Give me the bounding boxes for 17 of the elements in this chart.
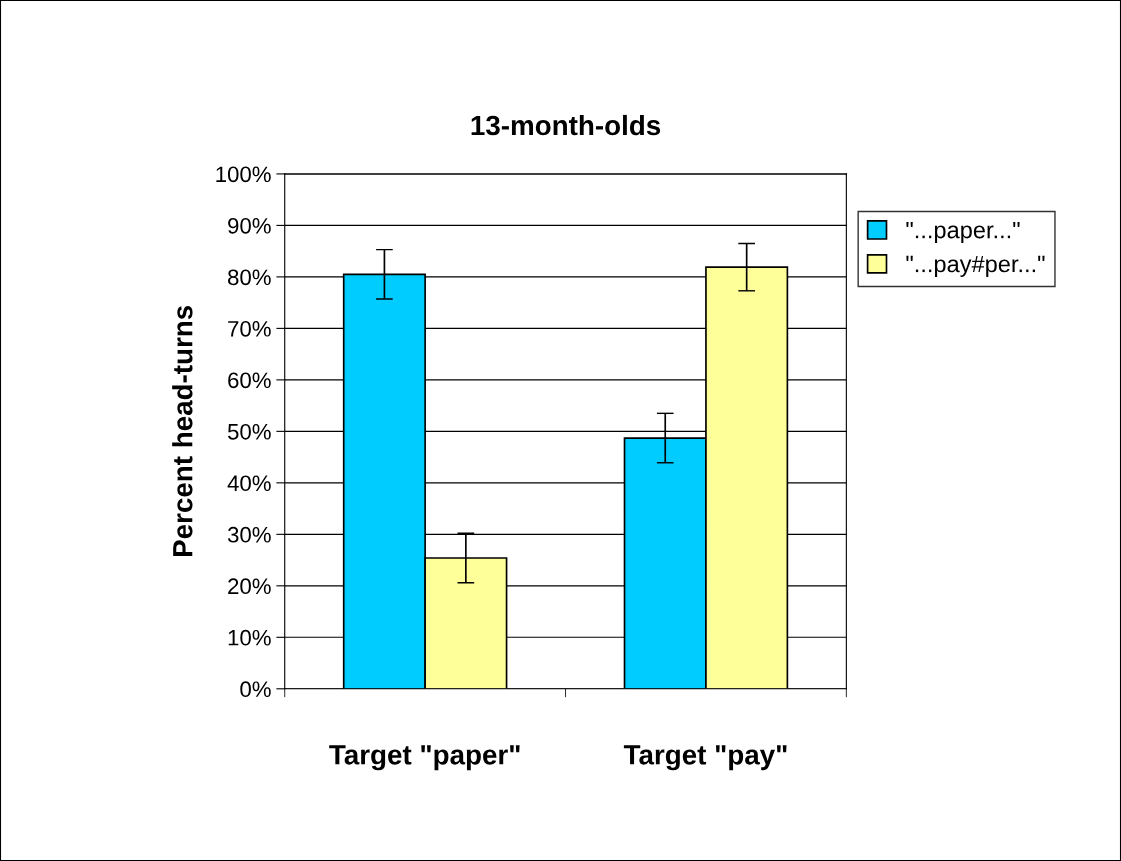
- y-tick-label: 20%: [228, 578, 271, 595]
- y-tick-label: 100%: [216, 166, 271, 183]
- y-tick-label: 40%: [227, 475, 271, 492]
- legend-label: "...paper...": [906, 221, 1020, 244]
- y-tick-label: 90%: [228, 217, 271, 234]
- y-tick-label: 70%: [228, 320, 271, 337]
- y-tick-label: 50%: [227, 423, 271, 440]
- legend-label: "...pay#per...": [906, 255, 1045, 277]
- x-tick-label: Target "pay": [623, 745, 787, 771]
- y-tick-label: 10%: [228, 629, 271, 646]
- y-axis-title: Percent head-turns: [172, 305, 193, 557]
- x-tick-label: Target "paper": [329, 745, 520, 771]
- chart-title: 13-month-olds: [471, 114, 661, 136]
- y-tick-label: 0%: [240, 681, 271, 698]
- y-tick-label: 60%: [228, 372, 271, 389]
- y-tick-label: 80%: [228, 269, 271, 286]
- y-tick-label: 30%: [227, 526, 271, 543]
